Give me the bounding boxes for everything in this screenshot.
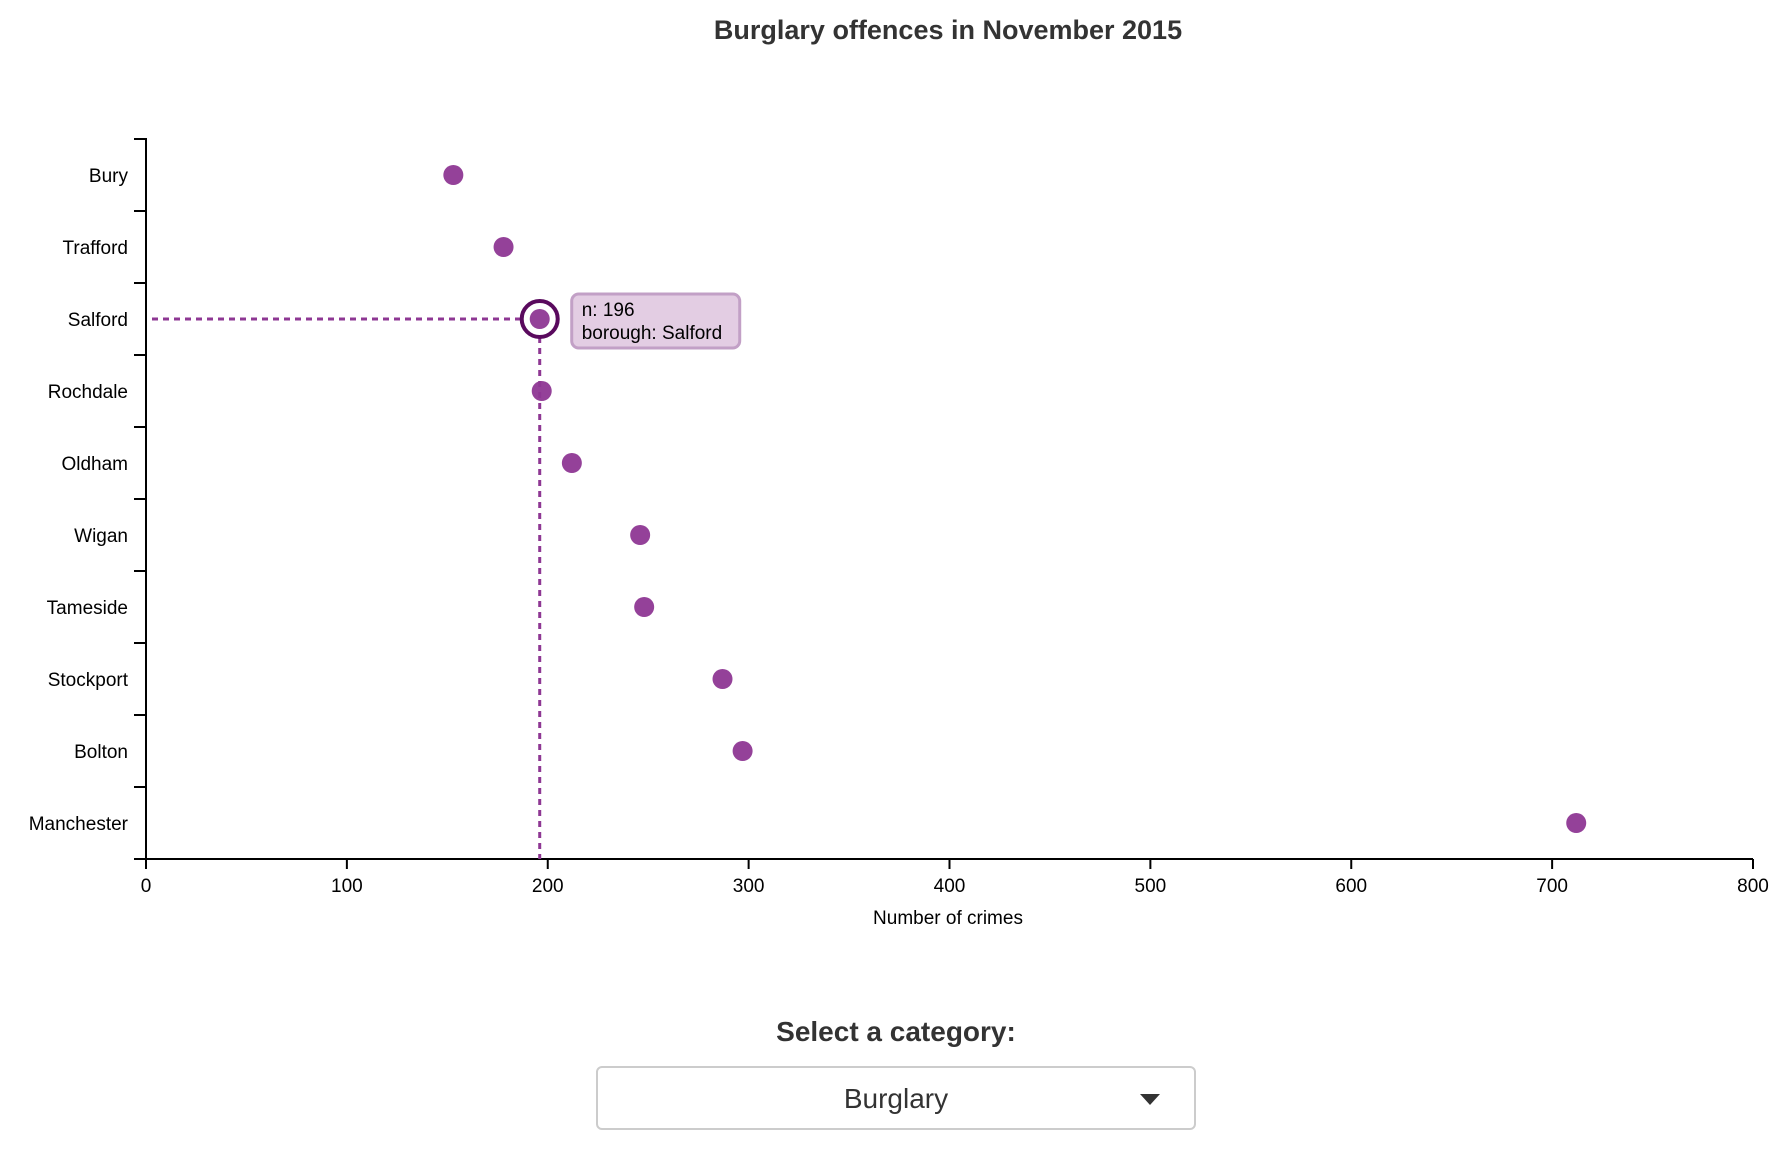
x-tick-label: 800 xyxy=(1737,876,1769,897)
highlight-guide-lines xyxy=(152,317,542,859)
x-tick-label: 300 xyxy=(733,876,765,897)
data-point xyxy=(561,453,582,473)
data-point xyxy=(529,309,550,329)
x-tick-label: 500 xyxy=(1135,876,1167,897)
data-point xyxy=(443,165,464,185)
x-axis-label: Number of crimes xyxy=(873,908,1023,929)
tooltip-line: borough: Salford xyxy=(582,323,723,344)
x-tick-label: 0 xyxy=(141,876,152,897)
y-tick-label: Oldham xyxy=(61,454,128,475)
highlight-ring xyxy=(519,299,560,339)
y-tick-label: Bolton xyxy=(74,742,128,763)
data-point xyxy=(630,525,651,545)
category-select[interactable]: Burglary xyxy=(596,1066,1196,1130)
data-points xyxy=(443,165,1587,833)
y-tick-label: Wigan xyxy=(74,526,128,547)
data-point xyxy=(732,741,753,761)
dot-plot-chart: Burglary offences in November 2015 Bury T… xyxy=(29,15,1769,929)
x-axis: 0 100 200 300 400 500 600 700 800 xyxy=(141,858,1769,897)
chart-title: Burglary offences in November 2015 xyxy=(714,15,1182,45)
y-tick-label: Manchester xyxy=(29,814,129,835)
x-tick-label: 600 xyxy=(1335,876,1367,897)
y-tick-label: Tameside xyxy=(47,598,128,619)
data-point xyxy=(1566,813,1587,833)
tooltip-box xyxy=(570,292,742,350)
y-tick-label: Trafford xyxy=(63,238,128,259)
chevron-down-icon xyxy=(1140,1094,1160,1105)
data-point xyxy=(634,597,655,617)
y-tick-label: Bury xyxy=(89,166,129,187)
category-label: Select a category: xyxy=(776,1016,1016,1047)
y-tick-label: Rochdale xyxy=(48,382,128,403)
data-point xyxy=(531,381,552,401)
data-point xyxy=(493,237,514,257)
x-tick-label: 700 xyxy=(1536,876,1568,897)
category-selected-value: Burglary xyxy=(843,1083,949,1114)
category-control: Select a category: Burglary xyxy=(0,1016,1792,1130)
tooltip-line: n: 196 xyxy=(582,300,635,321)
x-tick-label: 400 xyxy=(934,876,966,897)
x-tick-label: 100 xyxy=(331,876,363,897)
x-tick-label: 200 xyxy=(532,876,564,897)
y-tick-label: Salford xyxy=(68,310,128,331)
data-point xyxy=(712,669,733,689)
y-axis: Bury Trafford Salford Rochdale Oldham Wigan Ta… xyxy=(29,138,147,860)
y-tick-label: Stockport xyxy=(48,670,129,691)
